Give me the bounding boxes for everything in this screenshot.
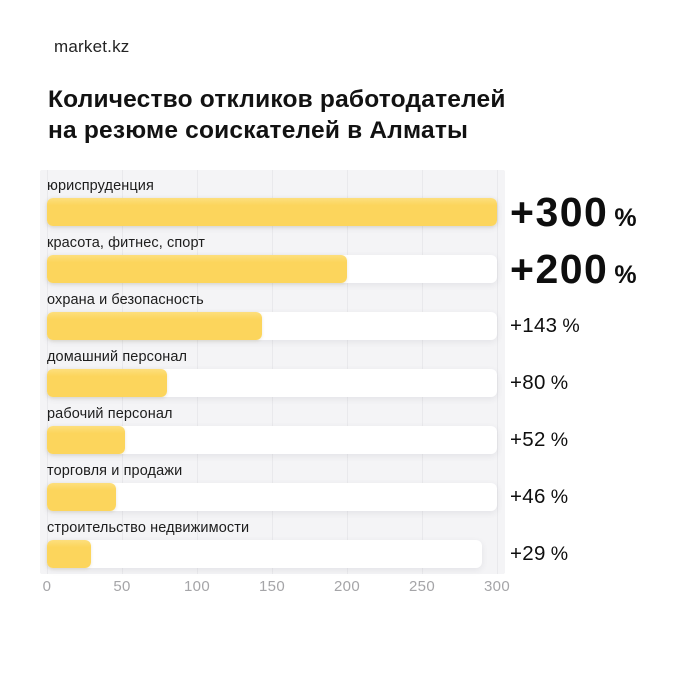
category-label: красота, фитнес, спорт [47,235,206,251]
category-label: юриспруденция [47,178,154,194]
bar [47,369,167,397]
bar-track [47,255,497,283]
value-label: +29% [510,540,568,568]
value-number: +200 [510,246,609,292]
value-label: +80% [510,369,568,397]
value-number: +143 [510,314,558,337]
bar [47,255,347,283]
chart-row: домашний персонал +80% [47,349,568,397]
bar-track [47,483,497,511]
bar [47,540,91,568]
bar [47,483,116,511]
chart-row: охрана и безопасность +143% [47,292,580,340]
chart-row: строительство недвижимости +29% [47,520,568,568]
chart-row: торговля и продажи +46% [47,463,568,511]
category-label: строительство недвижимости [47,520,250,536]
chart-row: юриспруденция +300% [47,178,637,233]
category-label: торговля и продажи [47,463,183,479]
x-tick-label: 50 [113,578,131,595]
bar-track [47,540,482,568]
bar-track [47,312,497,340]
value-number: +52 [510,428,546,451]
percent-sign: % [550,486,569,508]
bar-chart: юриспруденция +300% красота, фитнес, спо… [40,170,653,596]
value-label: +200% [510,249,637,290]
bar-track [47,369,497,397]
title-line-1: Количество откликов работодателей [48,86,506,113]
category-label: рабочий персонал [47,406,173,422]
percent-sign: % [562,315,581,337]
value-number: +80 [510,371,546,394]
x-tick-label: 200 [334,578,360,595]
bar-track [47,426,497,454]
x-axis: 0 50 100 150 200 250 300 [43,578,510,596]
bar [47,198,497,226]
gridline [497,170,498,574]
title-line-2: на резюме соискателей в Алматы [48,117,469,144]
category-label: охрана и безопасность [47,292,204,308]
value-number: +300 [510,189,609,235]
chart-row: красота, фитнес, спорт +200% [47,235,637,290]
bar [47,312,262,340]
bar [47,426,125,454]
percent-sign: % [614,261,637,289]
x-tick-label: 100 [184,578,210,595]
percent-sign: % [550,543,569,565]
value-label: +300% [510,192,637,233]
chart-rows: юриспруденция +300% красота, фитнес, спо… [47,178,653,568]
percent-sign: % [550,429,569,451]
percent-sign: % [550,372,569,394]
page-title: Количество откликов работодателей на резю… [48,84,506,146]
category-label: домашний персонал [47,349,188,365]
x-tick-label: 250 [409,578,435,595]
value-label: +143% [510,312,580,340]
x-tick-label: 150 [259,578,285,595]
bar-track [47,198,497,226]
value-number: +29 [510,542,546,565]
brand-logo: market.kz [54,37,130,56]
value-label: +46% [510,483,568,511]
chart-row: рабочий персонал +52% [47,406,568,454]
value-label: +52% [510,426,568,454]
x-tick-label: 0 [42,578,52,595]
x-tick-label: 300 [484,578,510,595]
percent-sign: % [614,204,637,232]
value-number: +46 [510,485,546,508]
